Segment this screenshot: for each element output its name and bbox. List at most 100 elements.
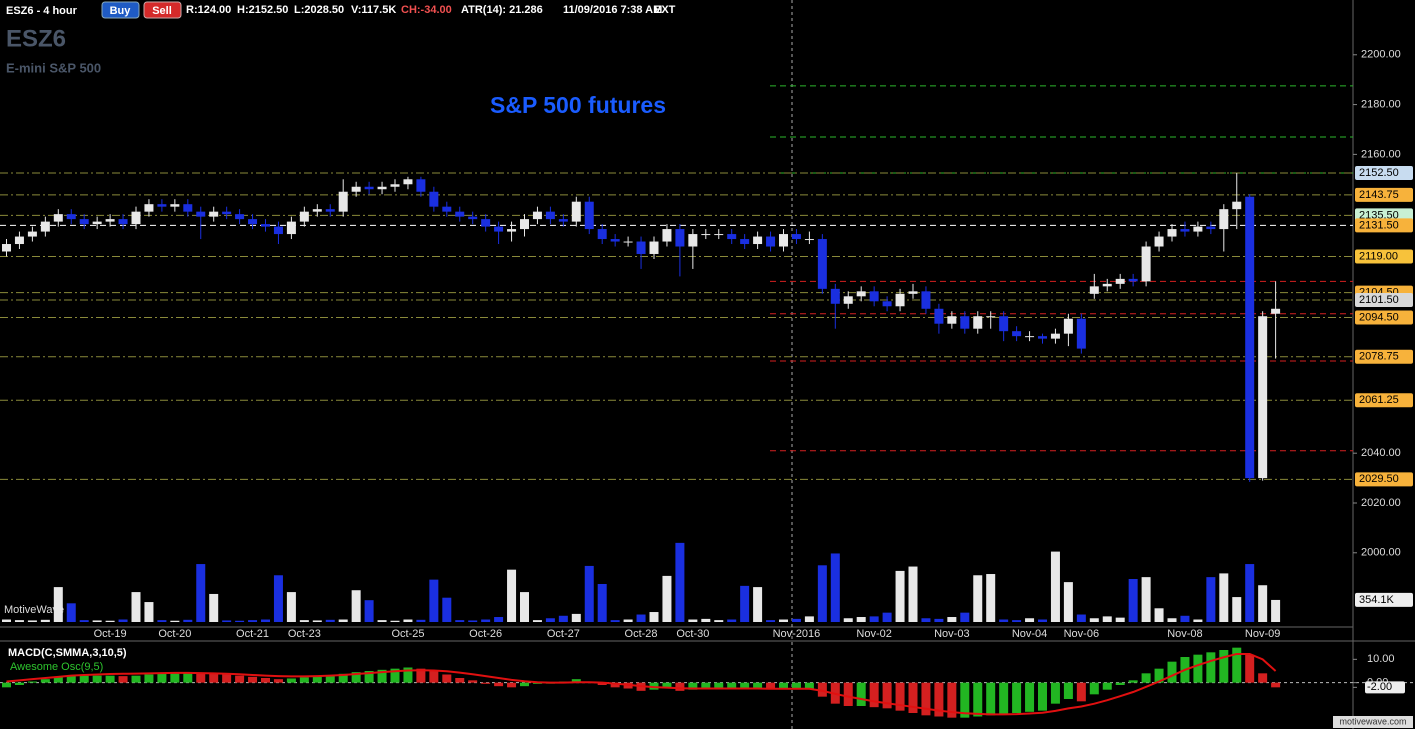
histogram-bar bbox=[1167, 661, 1177, 683]
volume-bar bbox=[416, 619, 426, 622]
x-tick-label: Oct-21 bbox=[236, 628, 269, 640]
volume-bar bbox=[144, 602, 154, 622]
candle-body bbox=[1050, 333, 1060, 339]
level-box bbox=[1355, 472, 1413, 487]
candle-body bbox=[856, 291, 866, 297]
site-badge bbox=[1333, 716, 1413, 728]
volume-bar bbox=[779, 619, 788, 622]
level-label: 2094.50 bbox=[1359, 311, 1399, 323]
y-tick-label: 2200.00 bbox=[1361, 49, 1401, 61]
volume-bar bbox=[999, 619, 1009, 622]
candle-body bbox=[766, 236, 776, 247]
level-box bbox=[1355, 218, 1413, 233]
candle-body bbox=[1025, 336, 1035, 338]
high: H:2152.50 bbox=[237, 4, 288, 16]
level-label: 2143.75 bbox=[1359, 189, 1399, 201]
volume-bar bbox=[170, 620, 180, 622]
candle-body bbox=[908, 291, 918, 294]
histogram-bar bbox=[817, 682, 827, 697]
histogram-bar bbox=[662, 682, 672, 689]
histogram-bar bbox=[312, 676, 322, 683]
sell-label[interactable]: Sell bbox=[152, 5, 172, 17]
candle-body bbox=[312, 209, 322, 212]
candle-body bbox=[416, 179, 426, 192]
histogram-bar bbox=[92, 675, 102, 683]
candle-body bbox=[442, 206, 452, 212]
histogram-bar bbox=[740, 682, 750, 689]
histogram-bar bbox=[1193, 654, 1203, 683]
candle-body bbox=[869, 291, 879, 302]
histogram-bar bbox=[429, 671, 439, 683]
level-box bbox=[1355, 293, 1413, 308]
volume-bar bbox=[27, 620, 37, 622]
candle-body bbox=[584, 201, 594, 230]
histogram-bar bbox=[390, 668, 400, 683]
histogram-bar bbox=[1141, 673, 1151, 683]
histogram-bar bbox=[1012, 682, 1022, 713]
histogram-bar bbox=[1038, 682, 1047, 711]
volume-bar bbox=[222, 620, 232, 622]
y-tick-label: 2180.00 bbox=[1361, 98, 1401, 110]
volume-bar bbox=[830, 553, 840, 622]
volume-bar bbox=[1025, 618, 1035, 622]
x-tick-label: Oct-28 bbox=[625, 628, 658, 640]
histogram-bar bbox=[1102, 682, 1112, 690]
level-box bbox=[1355, 349, 1413, 364]
volume-bar bbox=[2, 619, 11, 622]
volume-bar bbox=[286, 592, 296, 622]
volume-bar bbox=[299, 620, 309, 622]
candle-body bbox=[545, 211, 555, 220]
histogram-bar bbox=[727, 682, 737, 689]
x-tick-label: Oct-20 bbox=[158, 628, 191, 640]
histogram-bar bbox=[325, 675, 335, 683]
histogram-bar bbox=[843, 682, 853, 706]
volume-bar bbox=[934, 618, 944, 622]
volume-bar bbox=[817, 565, 827, 622]
histogram-bar bbox=[1063, 682, 1073, 699]
histogram-bar bbox=[235, 675, 245, 683]
candle-body bbox=[1128, 278, 1138, 282]
chart-title: S&P 500 futures bbox=[490, 92, 666, 118]
buy-button[interactable] bbox=[101, 1, 140, 19]
x-tick-label: Nov-02 bbox=[856, 628, 891, 640]
histogram-bar bbox=[1258, 673, 1268, 683]
volume-bar bbox=[1115, 617, 1125, 622]
candle-body bbox=[753, 236, 763, 245]
volume-bar bbox=[675, 542, 685, 622]
x-tick-label: Oct-30 bbox=[676, 628, 709, 640]
x-tick-label: Oct-23 bbox=[288, 628, 321, 640]
sell-button[interactable] bbox=[143, 1, 182, 19]
volume-bar bbox=[558, 615, 568, 622]
histogram-bar bbox=[209, 673, 219, 683]
candle-body bbox=[532, 211, 542, 220]
histogram-bar bbox=[261, 678, 270, 683]
candle-body bbox=[1271, 308, 1281, 314]
volume-bar bbox=[688, 619, 698, 622]
change: CH:-34.00 bbox=[401, 4, 452, 16]
volume-bar bbox=[14, 620, 24, 622]
candle-body bbox=[623, 241, 633, 243]
histogram-bar bbox=[455, 678, 465, 683]
histogram-bar bbox=[222, 674, 232, 683]
y-tick-label: 2000.00 bbox=[1361, 547, 1401, 559]
candle-body bbox=[131, 211, 141, 225]
volume-bar bbox=[338, 619, 348, 622]
histogram-bar bbox=[999, 682, 1009, 715]
volume-bar bbox=[131, 592, 141, 622]
volume-bar bbox=[1089, 618, 1099, 622]
x-tick-label: Nov-06 bbox=[1064, 628, 1099, 640]
candle-body bbox=[727, 234, 737, 240]
volume-bar bbox=[856, 617, 866, 622]
volume: V:117.5K bbox=[351, 4, 396, 16]
volume-bar bbox=[649, 612, 659, 622]
range: R:124.00 bbox=[186, 4, 231, 16]
histogram-bar bbox=[338, 673, 348, 683]
level-label: 2119.00 bbox=[1359, 250, 1398, 262]
candle-body bbox=[403, 179, 413, 185]
histogram-bar bbox=[947, 682, 957, 718]
buy-label[interactable]: Buy bbox=[110, 5, 132, 17]
candle-body bbox=[714, 234, 724, 236]
volume-bar bbox=[105, 620, 115, 622]
session: EXT bbox=[654, 4, 676, 16]
level-box bbox=[1355, 166, 1413, 181]
